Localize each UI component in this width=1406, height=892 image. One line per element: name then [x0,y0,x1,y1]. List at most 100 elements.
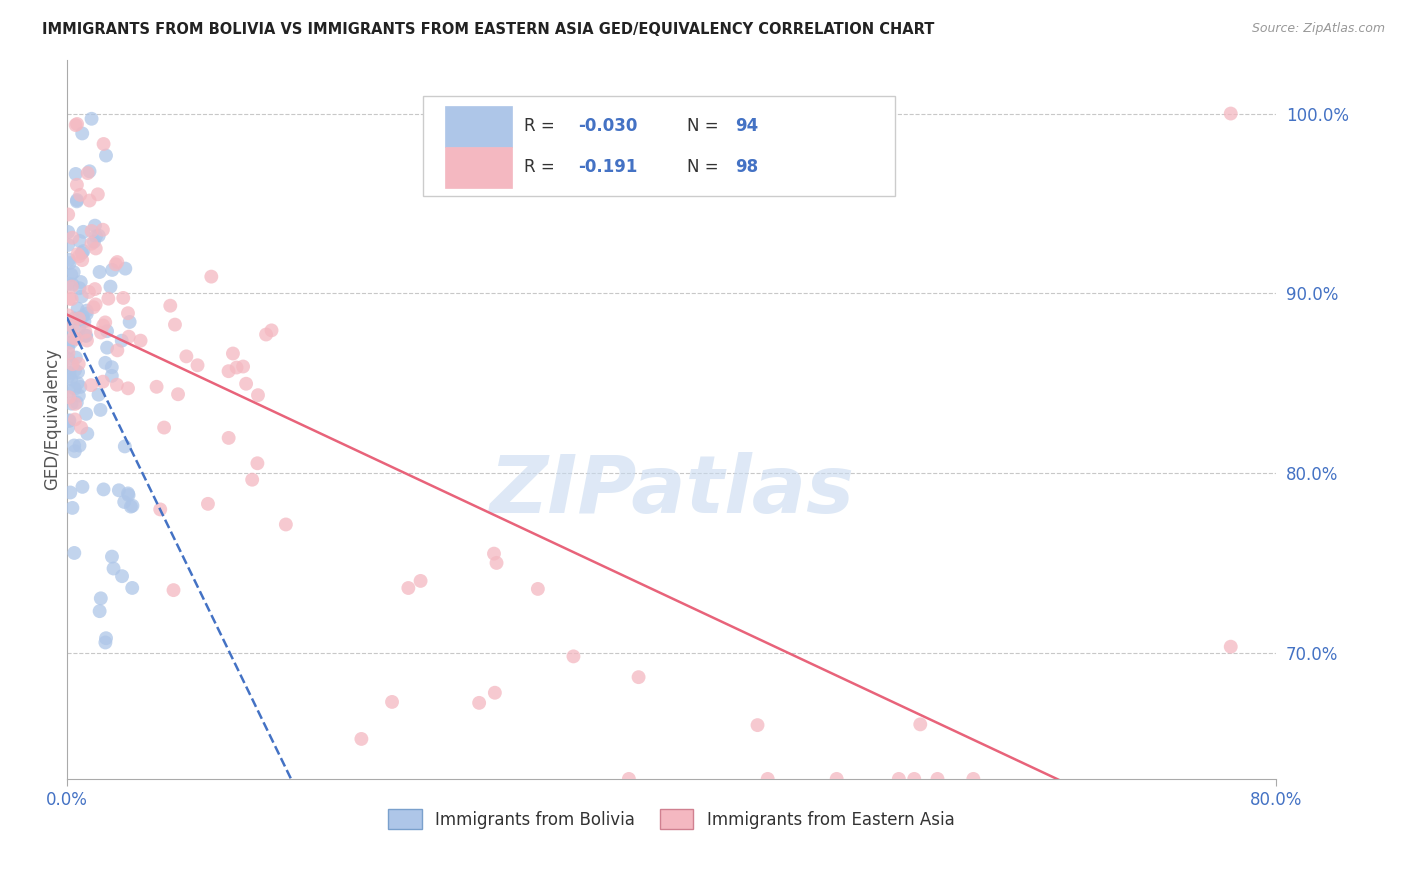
Point [72,225,94,239]
Point [63,438,86,452]
Point [100,279,122,293]
Text: Source: ZipAtlas.com: Source: ZipAtlas.com [1251,22,1385,36]
Point [69,380,91,394]
Point [94,315,117,329]
Point [56,420,79,434]
Point [117,381,139,395]
Point [89,265,111,279]
Point [77,285,100,299]
Point [67,365,90,379]
Point [162,583,184,598]
Point [70,420,93,434]
Point [887,772,910,786]
Point [112,495,135,509]
Point [75,329,97,343]
Point [56,207,79,221]
Point [84,219,107,233]
Point [145,380,167,394]
Point [756,772,779,786]
Point [60,279,83,293]
Point [176,350,198,364]
Point [246,388,269,402]
Legend: Immigrants from Bolivia, Immigrants from Eastern Asia: Immigrants from Bolivia, Immigrants from… [382,803,962,835]
Point [197,497,219,511]
Point [62,331,84,345]
Point [903,772,925,786]
Text: -0.191: -0.191 [578,159,638,177]
Point [65,167,87,181]
Point [111,334,134,348]
Text: N =: N = [688,159,724,177]
Point [70,253,93,268]
Point [69,439,91,453]
Point [94,356,117,370]
Point [93,136,115,151]
Point [186,359,208,373]
Point [90,326,112,340]
Point [82,300,104,314]
Point [80,378,103,392]
Point [66,193,89,207]
Point [58,413,80,427]
Point [72,244,94,258]
Point [76,307,98,321]
Point [69,275,91,289]
Point [260,323,283,337]
Point [72,310,94,324]
Point [114,261,136,276]
Point [200,269,222,284]
Point [118,329,141,343]
Point [65,332,87,346]
Point [617,772,640,786]
Point [101,360,124,375]
Point [58,292,80,306]
Point [484,686,506,700]
Point [75,328,97,343]
Point [60,500,83,515]
Point [927,772,949,786]
Point [117,486,139,500]
Point [89,604,111,618]
Point [825,772,848,786]
Point [235,376,257,391]
Point [167,387,190,401]
Point [225,360,247,375]
Point [56,277,79,291]
Point [70,289,93,303]
Point [246,456,269,470]
Text: R =: R = [524,159,560,177]
Point [84,229,107,244]
Point [70,127,93,141]
Point [240,473,263,487]
Point [70,246,93,260]
Point [96,324,118,338]
Point [79,194,101,208]
Point [962,772,984,786]
Point [79,164,101,178]
Point [129,334,152,348]
Point [63,444,86,458]
Point [60,372,83,386]
Point [62,277,84,292]
Point [75,325,97,339]
Point [350,731,373,746]
Point [91,375,114,389]
Point [67,311,90,326]
Text: R =: R = [524,118,560,136]
FancyBboxPatch shape [446,146,512,188]
Point [80,112,103,126]
Point [910,717,932,731]
Point [103,561,125,575]
FancyBboxPatch shape [423,95,896,196]
Point [63,363,86,377]
Point [232,359,254,374]
Point [114,439,136,453]
Point [58,384,80,398]
Point [80,224,103,238]
Point [56,225,79,239]
Point [56,341,79,355]
Point [121,581,143,595]
Point [58,414,80,428]
Point [66,247,89,261]
Point [76,426,98,441]
